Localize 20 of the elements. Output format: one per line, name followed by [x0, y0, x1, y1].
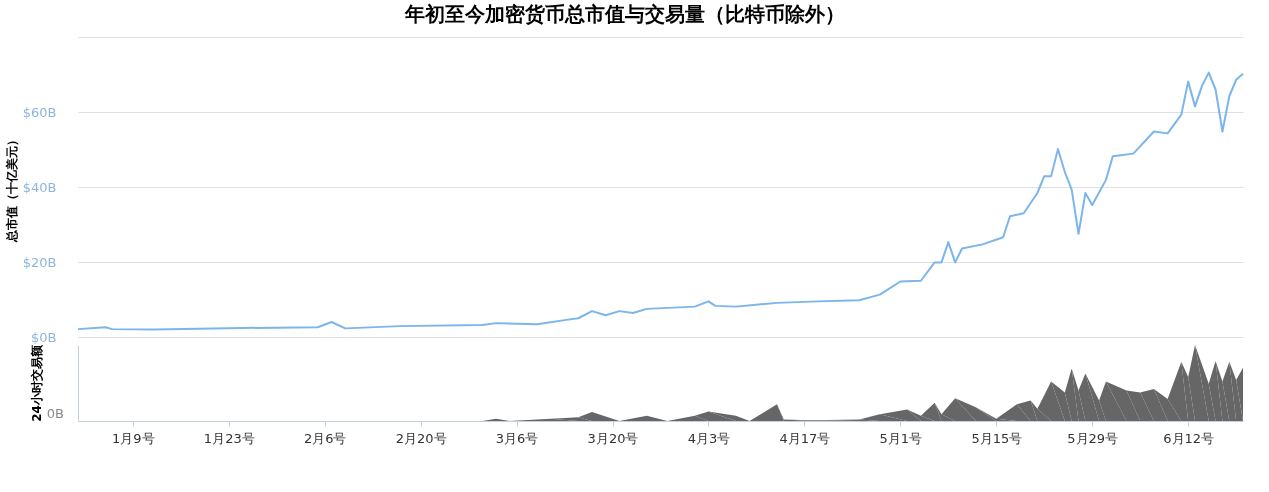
x-tick-label: 2月6号: [303, 430, 347, 446]
x-tick-label: 3月20号: [587, 430, 639, 446]
x-tick-label: 1月23号: [203, 430, 255, 446]
x-tick-label: 1月9号: [112, 430, 155, 446]
x-tick-label: 5月29号: [1067, 430, 1119, 446]
x-tick-label: 5月1号: [879, 430, 923, 446]
chart-title: 年初至今加密货币总市值与交易量（比特币除外）: [403, 2, 845, 26]
y-tick-label: $20B: [22, 254, 57, 270]
y-axis-title: 总市值（十亿美元）: [4, 133, 19, 243]
x-tick-label: 4月17号: [779, 430, 831, 446]
y-tick-label: $40B: [22, 179, 57, 195]
x-tick-label: 6月12号: [1163, 430, 1215, 446]
y-tick-label: $60B: [22, 104, 57, 120]
text: 0B: [46, 406, 64, 421]
x-tick-label: 4月3号: [687, 430, 731, 446]
y-axis-title: 24小时交易额: [29, 344, 44, 422]
x-tick-label: 5月15号: [971, 430, 1023, 446]
x-tick-label: 3月6号: [495, 430, 539, 446]
x-tick-label: 2月20号: [395, 430, 447, 446]
y-tick-label: $0B: [31, 329, 57, 345]
